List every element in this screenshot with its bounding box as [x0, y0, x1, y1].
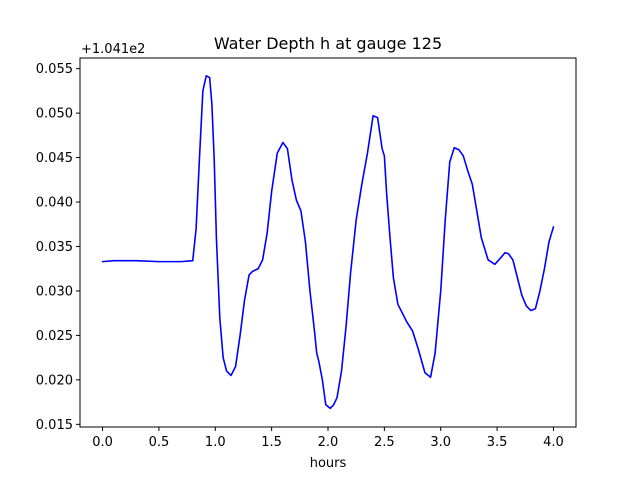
y-axis-offset-label: +1.041e2: [81, 42, 145, 57]
x-axis-label: hours: [310, 456, 347, 471]
y-tick-label: 0.050: [36, 107, 73, 122]
x-tick-label: 3.0: [430, 435, 451, 450]
x-tick-label: 1.5: [261, 435, 282, 450]
y-tick-label: 0.025: [36, 329, 73, 344]
y-tick-label: 0.015: [36, 418, 73, 433]
x-tick-label: 3.5: [487, 435, 508, 450]
y-tick-label: 0.020: [36, 373, 73, 388]
series-line: [101, 74, 555, 410]
x-tick-label: 1.0: [205, 435, 226, 450]
y-tick-label: 0.040: [36, 196, 73, 211]
x-tick-label: 2.5: [374, 435, 395, 450]
y-tick-label: 0.035: [36, 240, 73, 255]
plot-frame: [79, 57, 577, 428]
x-tick-label: 0.0: [92, 435, 113, 450]
x-tick-label: 0.5: [149, 435, 170, 450]
plot-area: 0.0 0.5 1.0 1.5 2.0 2.5 3.0 3.5 4.0 0.0150.0200.…: [36, 57, 577, 450]
x-tick-label: 2.0: [318, 435, 339, 450]
x-tick-label: 4.0: [543, 435, 564, 450]
y-tick-label: 0.055: [36, 62, 73, 77]
series-layer: [101, 74, 555, 410]
x-axis: 0.0 0.5 1.0 1.5 2.0 2.5 3.0 3.5 4.0: [92, 427, 564, 450]
y-axis: 0.015 0.020 0.025 0.030 0.035 0.040 0.045 0.050…: [36, 62, 80, 433]
y-tick-label: 0.030: [36, 284, 73, 299]
y-tick-label: 0.045: [36, 151, 73, 166]
chart-title: Water Depth h at gauge 125: [214, 34, 442, 53]
